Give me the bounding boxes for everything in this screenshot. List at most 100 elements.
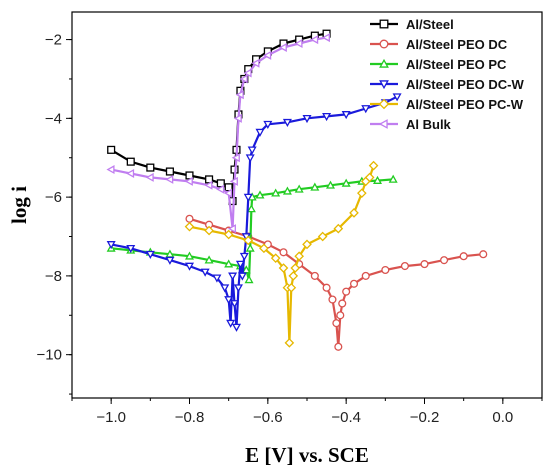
legend-label: Al/Steel PEO DC (406, 37, 508, 52)
data-point (229, 176, 238, 186)
legend-item: Al/Steel PEO PC-W (370, 97, 524, 112)
data-point (420, 260, 429, 269)
data-point (235, 90, 244, 100)
data-point (364, 172, 375, 183)
data-point (255, 190, 265, 199)
data-point (220, 284, 230, 293)
data-point (459, 252, 468, 261)
legend-label: Al/Steel PEO PC (406, 57, 507, 72)
x-tick-label: −0.8 (175, 409, 205, 426)
data-point (185, 214, 194, 223)
data-point (322, 283, 331, 292)
data-point (231, 153, 240, 163)
data-point (184, 221, 195, 232)
data-point (165, 167, 174, 176)
legend-marker (378, 119, 388, 129)
data-point (184, 251, 195, 260)
legend-marker (379, 58, 389, 68)
x-tick-label: −0.6 (253, 409, 283, 426)
data-point (231, 323, 242, 332)
data-point (239, 252, 249, 261)
legend-marker (379, 19, 389, 29)
data-point (224, 296, 234, 305)
y-tick-label: −8 (45, 268, 62, 285)
data-point (243, 235, 254, 246)
legend-item: Al/Steel (370, 17, 454, 32)
data-point (126, 157, 135, 166)
data-point (246, 204, 256, 213)
data-point (230, 300, 240, 309)
data-point (270, 253, 281, 264)
data-point (282, 186, 292, 195)
data-point (288, 271, 299, 281)
x-tick-label: 0.0 (492, 409, 513, 426)
data-point (361, 105, 371, 114)
data-point (204, 180, 213, 190)
series-5 (184, 160, 379, 348)
data-point (349, 279, 359, 288)
data-point (228, 272, 238, 281)
y-tick-label: −4 (45, 110, 62, 127)
data-point (233, 284, 243, 293)
data-point (243, 68, 252, 78)
data-point (321, 33, 330, 43)
data-point (271, 188, 281, 197)
legend-label: Al/Steel PEO PC-W (406, 97, 524, 112)
data-point (325, 180, 336, 189)
data-point (224, 259, 234, 268)
y-tick-label: −6 (45, 189, 62, 206)
data-point (146, 163, 155, 172)
x-tick-label: −0.2 (410, 409, 440, 426)
data-point (263, 50, 272, 60)
data-point (184, 176, 193, 186)
data-point (204, 255, 214, 264)
data-point (263, 120, 273, 129)
axis-ticks: −1.0 −0.8 −0.6 −0.4 −0.2 0.0 −10 −8 −6 −4 −2 (37, 32, 543, 426)
data-point (107, 145, 116, 154)
data-point (302, 114, 312, 124)
data-point (255, 128, 265, 137)
data-point (400, 262, 409, 271)
data-point (106, 165, 115, 175)
data-point (227, 224, 236, 234)
data-point (223, 229, 234, 240)
data-point (278, 42, 287, 52)
legend-label: Al/Steel PEO DC-W (406, 77, 524, 92)
data-point (226, 319, 236, 328)
data-point (388, 174, 398, 183)
x-tick-label: −0.4 (331, 409, 361, 426)
legend-item: Al/Steel PEO DC-W (370, 77, 524, 92)
data-point (282, 118, 292, 128)
data-point (279, 248, 288, 257)
data-point (368, 160, 379, 171)
data-point (200, 268, 210, 277)
legend-label: Al/Steel (406, 17, 454, 32)
data-point (245, 154, 255, 163)
data-point (336, 311, 345, 320)
data-point (244, 275, 254, 284)
data-point (294, 184, 304, 193)
data-point (361, 271, 370, 280)
data-point (294, 39, 303, 49)
data-point (392, 93, 402, 102)
data-point (310, 182, 320, 191)
data-point (259, 243, 269, 254)
legend-item: Al/Steel PEO DC (370, 37, 508, 52)
data-point (333, 223, 344, 234)
data-point (126, 244, 136, 254)
data-point (126, 168, 135, 178)
series-1 (107, 29, 331, 206)
data-point (328, 295, 337, 304)
data-point (338, 299, 347, 308)
data-point (216, 184, 225, 194)
legend-marker (378, 98, 390, 110)
data-point (165, 256, 175, 265)
legend-marker (379, 80, 389, 90)
data-point (165, 174, 174, 184)
y-tick-label: −2 (45, 32, 62, 49)
series-3 (106, 174, 398, 284)
series-6 (106, 33, 330, 234)
data-point (349, 208, 359, 218)
data-point (204, 225, 214, 236)
